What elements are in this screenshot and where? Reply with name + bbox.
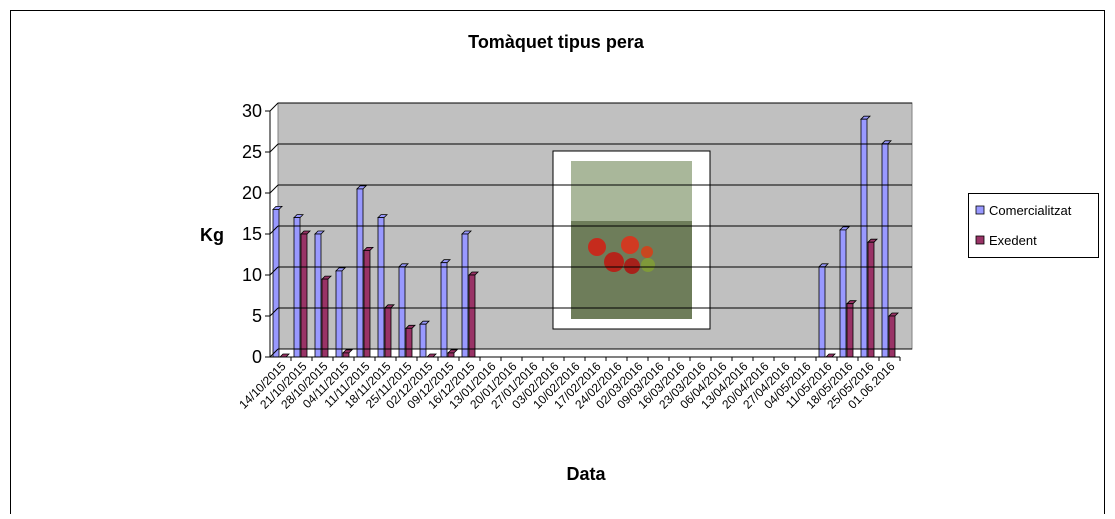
x-axis-label: Data <box>566 464 606 484</box>
y-tick-label: 20 <box>242 183 262 203</box>
bar <box>293 217 301 358</box>
picture <box>552 150 711 330</box>
bar <box>468 274 476 358</box>
bar <box>356 188 364 358</box>
legend-label: Comercialitzat <box>989 203 1072 218</box>
photo-tomato <box>641 246 653 258</box>
bar <box>860 118 868 358</box>
photo-tomato <box>621 236 639 254</box>
grid-diag <box>269 307 279 317</box>
photo-tomato <box>624 258 640 274</box>
legend-swatch <box>975 205 985 215</box>
y-tick-label: 0 <box>252 347 262 367</box>
bar <box>300 233 308 358</box>
bar <box>405 327 413 358</box>
photo-tomato <box>588 238 606 256</box>
photo-sky <box>571 161 692 221</box>
grid-diag <box>269 143 279 153</box>
grid-diag <box>269 266 279 276</box>
bar <box>867 241 875 358</box>
grid-diag <box>269 225 279 235</box>
bar <box>342 352 350 358</box>
bar <box>419 323 427 358</box>
y-tick-label: 5 <box>252 306 262 326</box>
bar <box>839 229 847 358</box>
bar <box>335 270 343 358</box>
bar <box>363 249 371 358</box>
bar <box>888 315 896 358</box>
bar <box>818 266 826 358</box>
bar <box>447 352 455 358</box>
legend-swatch <box>975 235 985 245</box>
y-axis-label: Kg <box>200 225 224 245</box>
chart-title: Tomàquet tipus pera <box>468 32 645 52</box>
bar <box>440 262 448 358</box>
y-tick-label: 15 <box>242 224 262 244</box>
y-tick-label: 25 <box>242 142 262 162</box>
bar <box>377 217 385 358</box>
y-tick-label: 30 <box>242 101 262 121</box>
photo-tomato <box>641 258 655 272</box>
y-tick-label: 10 <box>242 265 262 285</box>
legend-label: Exedent <box>989 233 1037 248</box>
bar <box>321 278 329 358</box>
grid-diag <box>269 102 279 112</box>
legend <box>968 193 1099 258</box>
grid-diag <box>269 348 279 358</box>
bar <box>881 143 889 358</box>
bar <box>461 233 469 358</box>
bar <box>272 208 280 358</box>
bar <box>384 307 392 358</box>
bar <box>314 233 322 358</box>
photo-tomato <box>604 252 624 272</box>
bar <box>398 266 406 358</box>
grid-diag <box>269 184 279 194</box>
